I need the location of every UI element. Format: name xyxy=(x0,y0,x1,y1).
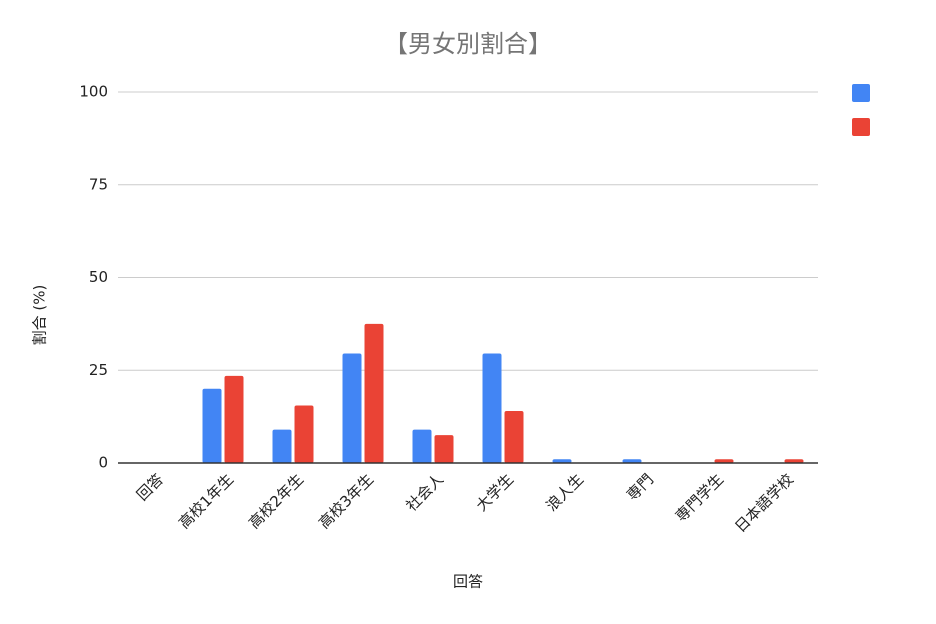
y-axis-title: 割合 (%) xyxy=(31,285,49,346)
x-tick-label: 高校2年生 xyxy=(245,470,307,532)
x-tick-label: 日本語学校 xyxy=(731,470,797,536)
bar xyxy=(434,435,454,463)
bar xyxy=(412,429,432,463)
x-tick-label: 浪人生 xyxy=(542,470,587,515)
bar xyxy=(364,323,384,463)
bar xyxy=(552,459,572,463)
bar xyxy=(784,459,804,463)
chart-title: 【男女別割合】 xyxy=(384,30,552,58)
y-tick-label: 75 xyxy=(89,175,108,193)
x-tick-label: 専門 xyxy=(623,470,657,504)
bar xyxy=(202,388,222,463)
x-tick-label: 社会人 xyxy=(402,470,447,515)
bar xyxy=(714,459,734,463)
x-tick-label: 高校1年生 xyxy=(175,470,237,532)
bar xyxy=(342,353,362,463)
x-tick-label: 専門学生 xyxy=(672,470,727,525)
x-tick-label: 回答 xyxy=(133,470,167,504)
bar xyxy=(294,405,314,463)
y-tick-label: 25 xyxy=(89,361,108,379)
bar xyxy=(482,353,502,463)
legend-swatch xyxy=(852,84,870,102)
x-axis-title: 回答 xyxy=(453,573,483,591)
x-tick-label: 高校3年生 xyxy=(315,470,377,532)
x-tick-label: 大学生 xyxy=(472,470,517,515)
y-tick-label: 50 xyxy=(89,268,108,286)
y-tick-label: 100 xyxy=(79,83,108,101)
bar xyxy=(622,459,642,463)
bar xyxy=(272,429,292,463)
bar xyxy=(224,375,244,463)
legend-swatch xyxy=(852,118,870,136)
bar xyxy=(504,411,524,463)
y-tick-label: 0 xyxy=(98,454,108,472)
